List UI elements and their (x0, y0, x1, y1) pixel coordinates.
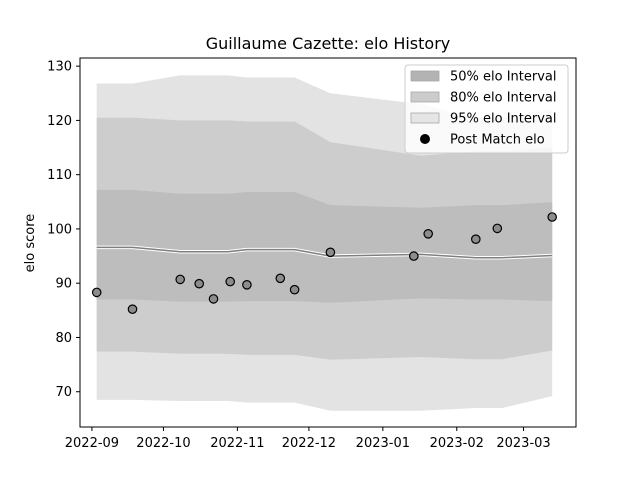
post-match-point (91, 287, 102, 298)
post-match-point (225, 276, 235, 287)
post-match-point (423, 229, 433, 239)
legend-label: 50% elo Interval (450, 70, 557, 85)
y-tick-label: 120 (47, 114, 72, 129)
x-tick-label: 2023-01 (356, 436, 410, 451)
legend-label: 80% elo Interval (450, 91, 557, 106)
legend: 50% elo Interval 80% elo Interval 95% elo … (404, 64, 569, 154)
post-match-point (242, 279, 252, 290)
post-match-point (547, 212, 557, 222)
post-match-markers (91, 212, 557, 314)
y-tick-label: 70 (55, 385, 72, 400)
y-tick-label: 100 (47, 222, 72, 237)
post-match-point (470, 234, 481, 244)
legend-marker (420, 134, 430, 144)
legend-frame (404, 64, 569, 154)
x-tick-label: 2022-09 (65, 436, 119, 451)
legend-label: 95% elo Interval (450, 112, 557, 127)
y-tick-label: 110 (47, 168, 72, 183)
x-axis: 2022-09 2022-10 2022-11 2022-12 2023-01 2023-… (65, 427, 551, 451)
post-match-point (194, 278, 204, 289)
band-50 (96, 189, 553, 303)
post-match-point (175, 274, 185, 285)
post-match-point (275, 273, 286, 284)
x-tick-label: 2023-02 (430, 436, 484, 451)
y-axis-label: elo score (23, 214, 38, 273)
mean-lines (96, 245, 553, 260)
x-tick-label: 2022-10 (136, 436, 190, 451)
post-match-point (325, 247, 336, 258)
legend-swatch (410, 91, 440, 103)
y-tick-label: 130 (47, 60, 72, 75)
y-tick-label: 80 (55, 331, 72, 346)
x-tick-label: 2023-03 (496, 436, 550, 451)
x-tick-label: 2022-12 (282, 436, 336, 451)
chart-title: Guillaume Cazette: elo History (206, 34, 451, 53)
legend-swatch (410, 112, 440, 124)
post-match-point (492, 223, 503, 234)
mean-line (96, 246, 553, 259)
legend-swatch (410, 70, 440, 82)
post-match-point (208, 294, 219, 304)
post-match-point (289, 284, 300, 295)
post-match-point (408, 251, 419, 261)
post-match-point (127, 304, 138, 314)
legend-label: Post Match elo (450, 133, 545, 148)
x-tick-label: 2022-11 (210, 436, 264, 451)
y-axis: 70 80 90 100 110 120 130 (47, 60, 80, 400)
plot-frame (79, 57, 577, 428)
y-tick-label: 90 (55, 277, 72, 292)
